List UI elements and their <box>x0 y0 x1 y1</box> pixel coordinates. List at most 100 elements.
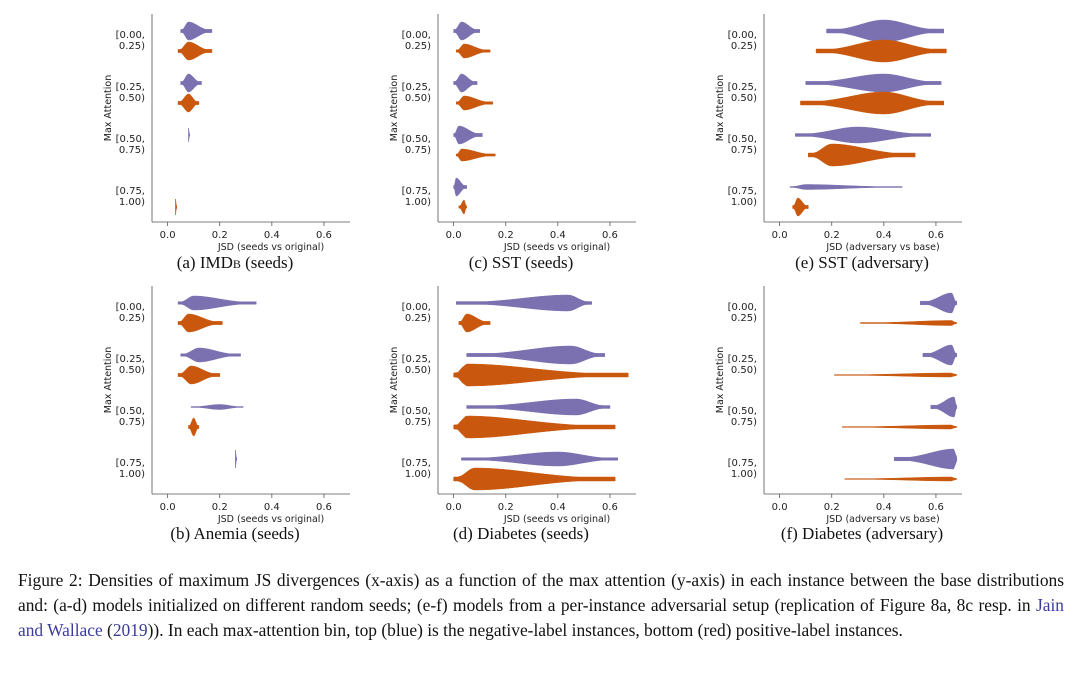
x-tick-label: 0.4 <box>264 230 280 241</box>
violin-negative-bin-2 <box>180 73 202 93</box>
violin-negative-bin-1 <box>180 21 213 41</box>
y-tick-label: [0.25, <box>728 82 757 93</box>
y-tick-label: [0.25, <box>402 82 431 93</box>
violin-positive-bin-3 <box>808 143 916 167</box>
x-tick-label: 0.6 <box>602 502 618 513</box>
violin-negative-bin-2 <box>180 347 241 363</box>
y-axis-label: Max Attention <box>103 347 114 414</box>
violin-negative-bin-3 <box>188 127 191 143</box>
x-axis-label: JSD (seeds vs original) <box>503 242 610 253</box>
y-tick-label: 0.25) <box>119 313 145 324</box>
violin-negative-bin-4 <box>235 449 237 469</box>
panel-b: 0.0 0.2 0.4 0.6 JSD (seeds vs original) Max A… <box>100 278 440 550</box>
y-tick-label: [0.00, <box>116 30 145 41</box>
y-tick-label: 0.50) <box>119 365 145 376</box>
citation-link[interactable]: Jain and Wallace <box>18 595 1064 640</box>
x-tick-label: 0.0 <box>446 502 462 513</box>
violin-positive-bin-3 <box>188 417 200 437</box>
y-tick-label: [0.50, <box>728 406 757 417</box>
violin-positive-bin-2 <box>455 95 493 111</box>
x-tick-label: 0.0 <box>772 502 788 513</box>
x-tick-label: 0.4 <box>550 502 566 513</box>
y-axis-label: Max Attention <box>715 347 726 414</box>
y-tick-label: [0.75, <box>402 458 431 469</box>
subcaption-d: (d) Diabetes (seeds) <box>453 524 589 543</box>
violin-negative-bin-3 <box>190 404 244 410</box>
violin-negative-bin-2 <box>466 345 605 365</box>
citation-year-link[interactable]: 2019 <box>112 620 148 640</box>
violin-positive-bin-1 <box>455 43 491 59</box>
y-tick-label: [0.75, <box>728 186 757 197</box>
y-axis-label: Max Attention <box>715 75 726 142</box>
y-tick-label: 0.75) <box>405 417 431 428</box>
y-tick-label: 0.50) <box>405 365 431 376</box>
violin-positive-bin-2 <box>800 91 945 115</box>
y-tick-label: 1.00) <box>119 469 145 480</box>
panel-e: 0.0 0.2 0.4 0.6 JSD (adversary vs base) Max A… <box>712 6 1052 278</box>
x-tick-label: 0.0 <box>160 230 176 241</box>
y-tick-label: [0.75, <box>402 186 431 197</box>
x-axis-label: JSD (adversary vs base) <box>825 242 939 253</box>
y-tick-label: 0.50) <box>731 93 757 104</box>
violin-positive-bin-2 <box>177 93 200 113</box>
violin-positive-bin-4 <box>792 197 809 217</box>
y-tick-label: [0.00, <box>402 30 431 41</box>
violin-negative-bin-1 <box>455 294 592 312</box>
x-tick-label: 0.6 <box>928 230 944 241</box>
y-tick-label: [0.00, <box>402 302 431 313</box>
caption-text: Densities of maximum JS divergences (x-a… <box>18 570 1064 615</box>
violin-negative-bin-4 <box>789 184 903 190</box>
x-tick-label: 0.2 <box>212 230 228 241</box>
y-tick-label: 0.25) <box>405 41 431 52</box>
violin-negative-bin-1 <box>177 295 257 311</box>
panel-a: 0.0 0.2 0.4 0.6 JSD (seeds vs original) Max A… <box>100 6 440 278</box>
x-tick-label: 0.0 <box>446 230 462 241</box>
x-tick-label: 0.4 <box>264 502 280 513</box>
x-tick-label: 0.6 <box>316 230 332 241</box>
y-tick-label: 0.50) <box>119 93 145 104</box>
violin-negative-bin-1 <box>826 19 945 43</box>
y-tick-label: [0.00, <box>728 302 757 313</box>
y-tick-label: 0.25) <box>405 313 431 324</box>
y-tick-label: 1.00) <box>405 197 431 208</box>
y-tick-label: [0.75, <box>116 186 145 197</box>
y-tick-label: 0.75) <box>119 145 145 156</box>
x-axis-label: JSD (adversary vs base) <box>825 514 939 525</box>
panel-f: 0.0 0.2 0.4 0.6 JSD (adversary vs base) Max A… <box>712 278 1052 550</box>
subcaption-b: (b) Anemia (seeds) <box>170 524 300 543</box>
y-tick-label: [0.75, <box>116 458 145 469</box>
violin-negative-bin-3 <box>930 396 958 418</box>
y-tick-label: 0.75) <box>731 145 757 156</box>
y-tick-label: [0.25, <box>402 354 431 365</box>
x-tick-label: 0.6 <box>602 230 618 241</box>
panel-c: 0.0 0.2 0.4 0.6 JSD (seeds vs original) Max A… <box>386 6 726 278</box>
y-axis-label: Max Attention <box>389 347 400 414</box>
y-tick-label: 1.00) <box>405 469 431 480</box>
x-axis-label: JSD (seeds vs original) <box>217 514 324 525</box>
x-tick-label: 0.4 <box>876 230 892 241</box>
y-tick-label: [0.50, <box>116 406 145 417</box>
subcaption-f: (f) Diabetes (adversary) <box>780 524 944 543</box>
y-tick-label: [0.50, <box>116 134 145 145</box>
violin-negative-bin-2 <box>805 73 942 93</box>
x-tick-label: 0.2 <box>498 230 514 241</box>
violin-negative-bin-1 <box>920 292 958 314</box>
subcaption-a: (a) IMDb (seeds) <box>176 253 294 272</box>
violin-positive-bin-1 <box>177 313 223 333</box>
violin-negative-bin-4 <box>461 451 619 467</box>
y-tick-label: [0.00, <box>116 302 145 313</box>
violin-positive-bin-3 <box>453 415 616 439</box>
x-tick-label: 0.4 <box>550 230 566 241</box>
violin-positive-bin-4 <box>844 476 958 482</box>
x-tick-label: 0.4 <box>876 502 892 513</box>
violin-positive-bin-1 <box>177 41 213 61</box>
violin-negative-bin-2 <box>922 344 958 366</box>
violin-positive-bin-4 <box>458 199 467 215</box>
violin-positive-bin-3 <box>841 424 958 430</box>
x-tick-label: 0.6 <box>316 502 332 513</box>
subcaption-e: (e) SST (adversary) <box>795 253 929 272</box>
y-tick-label: [0.25, <box>116 82 145 93</box>
